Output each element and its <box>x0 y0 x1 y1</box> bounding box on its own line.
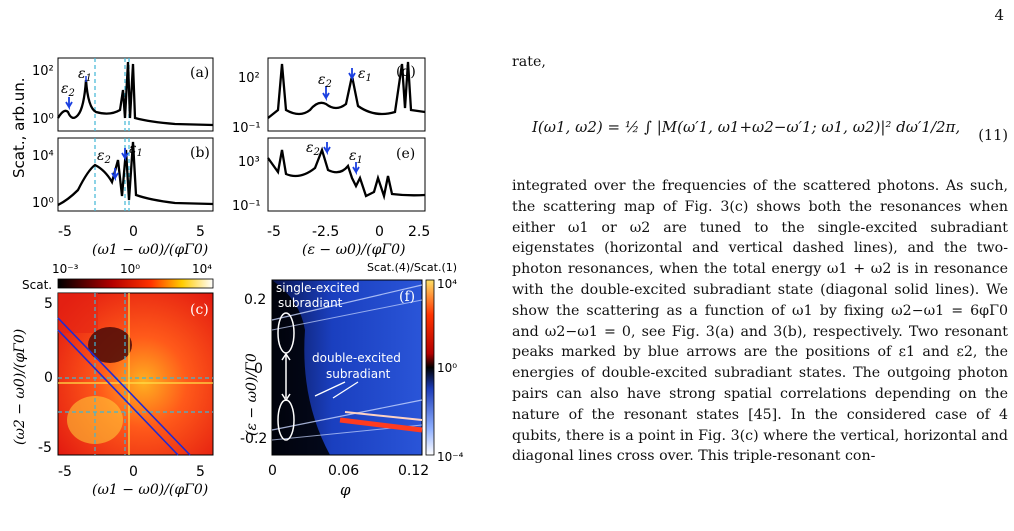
panel-d: (d) ε2 ε1 10² 10⁻¹ <box>232 57 426 136</box>
svg-text:0: 0 <box>254 361 263 377</box>
figure-3: (a) ε1 ε2 10² 10⁰ (b) ε2 ε1 10⁴ 10⁰ -5 0… <box>10 57 464 499</box>
text-column: rate, <box>512 52 1008 73</box>
svg-text:-0.2: -0.2 <box>240 431 267 447</box>
svg-text:10²: 10² <box>238 71 260 86</box>
svg-text:10⁻¹: 10⁻¹ <box>232 199 261 214</box>
svg-text:0: 0 <box>129 464 138 480</box>
svg-text:10⁻³: 10⁻³ <box>52 262 79 276</box>
panel-c-label: (c) <box>190 302 209 318</box>
y-axis-label-scat: Scat., arb.un. <box>10 77 28 178</box>
svg-text:10⁰: 10⁰ <box>437 361 457 375</box>
paragraph-1: integrated over the frequencies of the s… <box>512 178 1008 465</box>
svg-text:-2.5: -2.5 <box>312 224 339 240</box>
svg-text:0.12: 0.12 <box>398 463 429 479</box>
panel-f: Scat.(4)/Scat.(1) single-excited subradi… <box>240 261 464 499</box>
x-axis-label-c: (ω1 − ω0)/(φΓ0) <box>92 482 208 498</box>
svg-text:-5: -5 <box>267 224 281 240</box>
svg-text:0: 0 <box>129 224 138 240</box>
y-axis-label-f: (ε − ω0)/Γ0 <box>244 353 260 436</box>
svg-text:10⁴: 10⁴ <box>437 277 457 291</box>
double-excited-label: double-excited <box>312 351 401 365</box>
panel-e: (e) ε2 ε1 10³ 10⁻¹ -5 -2.5 0 2.5 (ε − ω0… <box>232 137 430 258</box>
panel-d-label: (d) <box>396 64 416 80</box>
svg-text:10³: 10³ <box>238 155 260 170</box>
svg-text:10⁻⁴: 10⁻⁴ <box>437 450 464 464</box>
svg-text:2.5: 2.5 <box>408 224 430 240</box>
x-axis-label-d: (ε − ω0)/(φΓ0) <box>302 242 405 258</box>
svg-text:0: 0 <box>375 224 384 240</box>
svg-text:0: 0 <box>44 370 53 386</box>
svg-text:10⁰: 10⁰ <box>32 112 54 127</box>
svg-text:5: 5 <box>196 224 205 240</box>
panel-a-label: (a) <box>190 65 209 81</box>
panel-e-label: (e) <box>396 146 415 162</box>
svg-text:-5: -5 <box>38 440 52 456</box>
svg-text:subradiant: subradiant <box>326 367 391 381</box>
svg-text:5: 5 <box>196 464 205 480</box>
svg-text:10²: 10² <box>32 64 54 79</box>
svg-text:0.06: 0.06 <box>328 463 359 479</box>
x-axis-label-f: φ <box>340 481 351 499</box>
equation-number: (11) <box>978 128 1008 144</box>
svg-text:5: 5 <box>44 296 53 312</box>
svg-text:10⁻¹: 10⁻¹ <box>232 121 261 136</box>
svg-text:subradiant: subradiant <box>278 296 343 310</box>
svg-text:0: 0 <box>268 463 277 479</box>
panel-a: (a) ε1 ε2 10² 10⁰ <box>32 57 214 132</box>
svg-text:10⁰: 10⁰ <box>32 196 54 211</box>
colorbar-c-label: Scat. <box>22 278 52 292</box>
panel-c: 10⁻³ 10⁰ 10⁴ Scat. (c) 5 0 -5 -5 0 5 (ω1… <box>12 262 214 498</box>
colorbar-f <box>425 279 435 456</box>
svg-text:-5: -5 <box>58 464 72 480</box>
single-excited-label: single-excited <box>276 281 360 295</box>
page-number: 4 <box>994 6 1004 24</box>
body-paragraph: integrated over the frequencies of the s… <box>512 176 1008 467</box>
colorbar-c <box>57 278 214 289</box>
svg-text:0.2: 0.2 <box>244 292 266 308</box>
svg-text:10⁰: 10⁰ <box>120 262 140 276</box>
svg-text:10⁴: 10⁴ <box>192 262 212 276</box>
panel-b: (b) ε2 ε1 10⁴ 10⁰ -5 0 5 (ω1 − ω0)/(φΓ0) <box>32 137 214 258</box>
panel-b-label: (b) <box>190 145 210 161</box>
rate-text: rate, <box>512 54 546 70</box>
y-axis-label-c: (ω2 − ω0)/(φΓ0) <box>12 329 28 445</box>
panel-f-label: (f) <box>399 289 415 305</box>
svg-text:10⁴: 10⁴ <box>32 149 54 164</box>
x-axis-label-a: (ω1 − ω0)/(φΓ0) <box>92 242 208 258</box>
colorbar-f-label: Scat.(4)/Scat.(1) <box>367 261 457 274</box>
equation-11: I(ω1, ω2) = ½ ∫ |M(ω′1, ω1+ω2−ω′1; ω1, ω… <box>532 118 961 136</box>
svg-text:-5: -5 <box>58 224 72 240</box>
